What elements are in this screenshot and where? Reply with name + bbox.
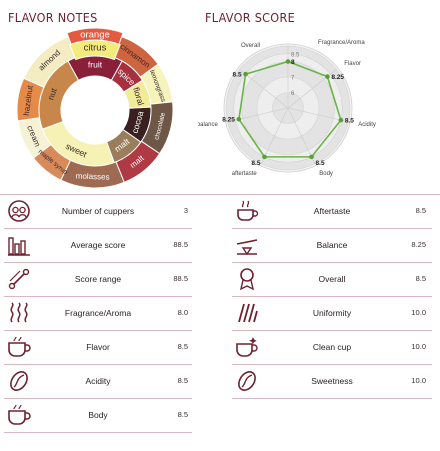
score-label: Clean cup <box>312 342 352 352</box>
radar-axis-label: Body <box>319 171 333 177</box>
radar-value-label: 8.5 <box>316 160 325 167</box>
outer-label-orange: orange <box>80 30 110 41</box>
table-row: Average score 88.5 <box>4 228 192 263</box>
radar-value-label: 8.25 <box>331 74 344 81</box>
table-row: Uniformity 10.0 <box>232 296 432 331</box>
score-label: Balance <box>316 240 348 250</box>
table-row: Sweetness 10.0 <box>232 364 432 399</box>
cup-icon <box>6 334 32 360</box>
score-label: Number of cuppers <box>61 206 135 216</box>
radar-axis-label: Flavor <box>344 61 361 67</box>
score-label: Average score <box>70 240 126 250</box>
radar-tick-label: 8.5 <box>291 52 300 58</box>
radar-series-line <box>238 60 342 158</box>
table-top-rule <box>0 194 440 195</box>
radar-point <box>338 117 344 123</box>
score-label: Fragrance/Aroma <box>64 308 132 318</box>
radar-tick-label: 7 <box>291 76 295 82</box>
radar-value-label: 8.5 <box>345 118 354 125</box>
inner-label-nut: nut <box>45 86 59 101</box>
table-row: Balance 8.25 <box>232 228 432 263</box>
radar-spoke <box>287 107 316 164</box>
score-value: 88.5 <box>173 240 188 249</box>
range-icon <box>6 266 32 292</box>
uniformity-icon <box>234 300 260 326</box>
table-row: Flavor 8.5 <box>4 330 192 365</box>
radar-axis-label: Overall <box>241 43 260 49</box>
score-value: 8.5 <box>415 274 426 283</box>
balance-icon <box>234 232 260 258</box>
radar-point <box>285 59 291 64</box>
table-row: Fragrance/Aroma 8.0 <box>4 296 192 331</box>
flavor-score-title: FLAVOR SCORE <box>205 10 295 25</box>
coffee-bean-icon <box>234 368 260 394</box>
citrus-label: citrus <box>84 43 107 54</box>
score-label: Body <box>88 410 108 420</box>
score-value: 8.5 <box>177 376 188 385</box>
radar-chart: 8.587688.258.58.58.58.258.5Fragrance/Aro… <box>198 40 376 177</box>
score-label: Uniformity <box>312 308 352 318</box>
outer-label-hazelnut: hazelnut <box>22 84 35 116</box>
award-icon <box>234 266 260 292</box>
radar-value-label: 8.25 <box>222 117 235 124</box>
flavor-notes-title: FLAVOR NOTES <box>8 10 98 25</box>
outer-label-molasses: molasses <box>76 171 110 181</box>
radar-spoke <box>260 107 289 164</box>
score-value: 8.5 <box>415 206 426 215</box>
table-row: Body 8.5 <box>4 398 192 433</box>
score-value: 8.5 <box>177 342 188 351</box>
score-label: Sweetness <box>311 376 353 386</box>
radar-point <box>262 154 267 160</box>
flavor-wheel: fruitspicefloralcocoamaltsweetnutorangec… <box>16 27 174 189</box>
steaming-cup-icon <box>234 198 260 224</box>
table-row: Aftertaste 8.5 <box>232 194 432 229</box>
radar-value-label: 8.5 <box>251 160 260 167</box>
radar-axis-label: balance <box>198 122 218 128</box>
score-value: 10.0 <box>411 342 426 351</box>
cup-icon <box>6 402 32 428</box>
coffee-bean-icon <box>6 368 32 394</box>
score-value: 3 <box>183 206 188 215</box>
aroma-icon <box>6 300 32 326</box>
table-row: Overall 8.5 <box>232 262 432 297</box>
radar-point <box>309 154 314 160</box>
outer-segment-orange-top <box>66 27 124 45</box>
score-value: 8.5 <box>177 410 188 419</box>
table-row: Number of cuppers 3 <box>4 194 192 229</box>
radar-axis-label: Acidity <box>358 122 376 128</box>
radar-axis-label: Fragrance/Aroma <box>318 40 365 46</box>
score-label: Flavor <box>86 342 110 352</box>
wheel-hole <box>61 76 129 144</box>
table-row: Acidity 8.5 <box>4 364 192 399</box>
radar-point <box>243 71 248 77</box>
score-label: Overall <box>318 274 346 284</box>
score-value: 8.0 <box>177 308 188 317</box>
clean-cup-icon <box>234 334 260 360</box>
bar-chart-icon <box>6 232 32 258</box>
score-label: Score range <box>74 274 122 284</box>
radar-value-label: 8 <box>291 59 295 66</box>
score-value: 88.5 <box>173 274 188 283</box>
score-value: 10.0 <box>411 376 426 385</box>
radar-axis-label: aftertaste <box>232 171 258 177</box>
cuppers-icon <box>6 198 32 224</box>
table-row: Score range 88.5 <box>4 262 192 297</box>
score-label: Aftertaste <box>313 206 351 216</box>
radar-spoke <box>287 107 349 123</box>
radar-spoke <box>239 69 289 109</box>
score-value: 8.25 <box>411 240 426 249</box>
radar-point <box>325 74 330 79</box>
table-row: Clean cup 10.0 <box>232 330 432 365</box>
radar-point <box>236 116 242 122</box>
radar-tick-label: 6 <box>291 91 295 97</box>
score-label: Acidity <box>85 376 111 386</box>
radar-value-label: 8.5 <box>233 72 242 79</box>
inner-label-fruit: fruit <box>88 59 103 69</box>
score-value: 10.0 <box>411 308 426 317</box>
